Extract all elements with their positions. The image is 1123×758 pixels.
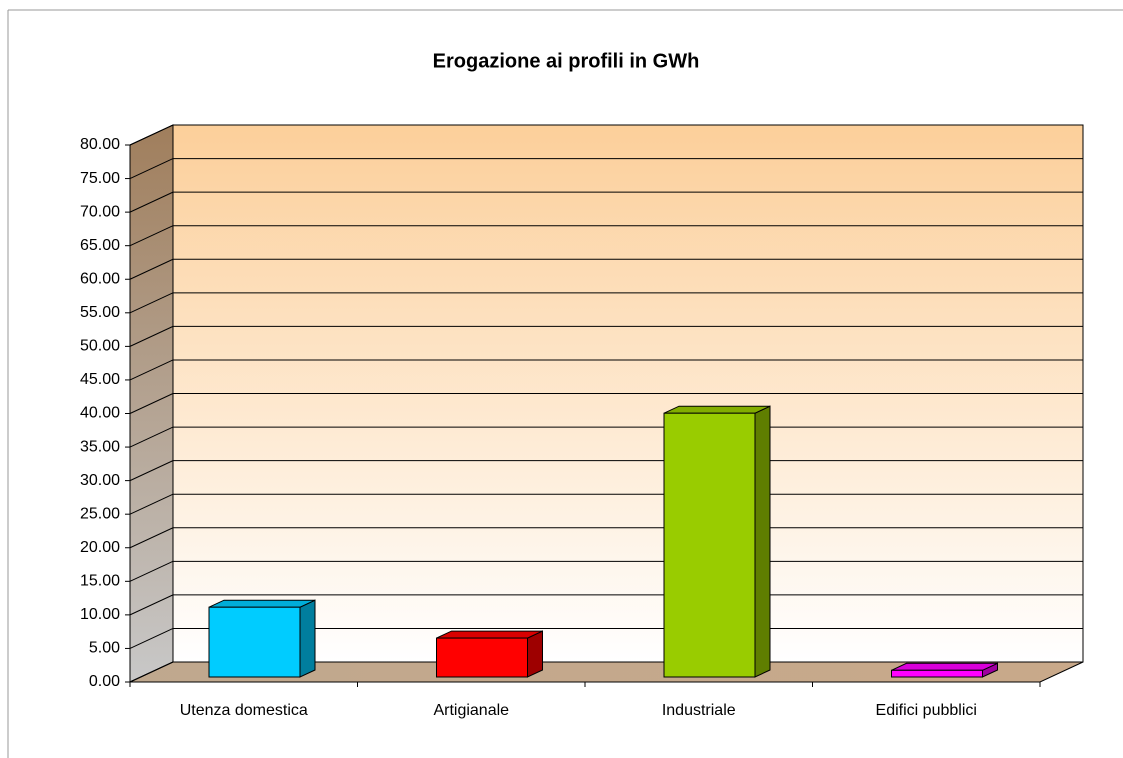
y-tick-label: 30.00 bbox=[80, 472, 120, 489]
grid-line bbox=[129, 594, 174, 616]
y-tick-label: 15.00 bbox=[80, 573, 120, 590]
y-tick-label: 60.00 bbox=[80, 270, 120, 287]
grid-line bbox=[129, 325, 174, 347]
bar-top bbox=[208, 599, 316, 608]
y-tick-label: 75.00 bbox=[80, 170, 120, 187]
bar bbox=[436, 637, 528, 678]
bar bbox=[891, 669, 983, 678]
y-tick-label: 0.00 bbox=[89, 673, 120, 690]
y-tick-label: 55.00 bbox=[80, 304, 120, 321]
grid-line bbox=[129, 258, 174, 280]
x-tick-label: Artigianale bbox=[433, 702, 509, 719]
x-tick-label: Industriale bbox=[662, 702, 736, 719]
grid-line bbox=[129, 627, 174, 649]
x-tick-label: Edifici pubblici bbox=[876, 702, 977, 719]
chart-title: Erogazione ai profili in GWh bbox=[433, 50, 700, 72]
grid-line bbox=[129, 124, 174, 146]
grid-line bbox=[129, 493, 174, 515]
bar bbox=[663, 412, 756, 678]
grid-line bbox=[129, 393, 174, 414]
y-tick-label: 65.00 bbox=[80, 237, 120, 254]
y-tick-label: 50.00 bbox=[80, 338, 120, 355]
y-tick-label: 40.00 bbox=[80, 405, 120, 422]
bar-top bbox=[436, 630, 543, 639]
bar-top bbox=[663, 405, 771, 414]
bar bbox=[208, 606, 301, 678]
y-tick-label: 5.00 bbox=[89, 640, 120, 657]
grid-line bbox=[129, 158, 174, 180]
bar-side bbox=[754, 405, 771, 678]
bar-side bbox=[527, 630, 543, 678]
grid-line bbox=[129, 560, 174, 582]
grid-line bbox=[129, 527, 174, 549]
y-tick-label: 35.00 bbox=[80, 438, 120, 455]
grid-line bbox=[129, 191, 174, 213]
y-tick-label: 45.00 bbox=[80, 371, 120, 388]
grid-line bbox=[129, 426, 174, 448]
y-tick-label: 10.00 bbox=[80, 606, 120, 623]
bar-side bbox=[299, 599, 316, 678]
grid-line bbox=[129, 292, 174, 314]
bar-top bbox=[891, 662, 998, 671]
y-tick-label: 25.00 bbox=[80, 505, 120, 522]
grid-line bbox=[129, 661, 174, 683]
x-tick-label: Utenza domestica bbox=[180, 702, 308, 719]
y-tick-label: 70.00 bbox=[80, 203, 120, 220]
grid-line bbox=[129, 359, 174, 381]
grid-line bbox=[129, 225, 174, 247]
y-tick-label: 80.00 bbox=[80, 136, 120, 153]
grid-line bbox=[129, 460, 174, 482]
y-tick-label: 20.00 bbox=[80, 539, 120, 556]
